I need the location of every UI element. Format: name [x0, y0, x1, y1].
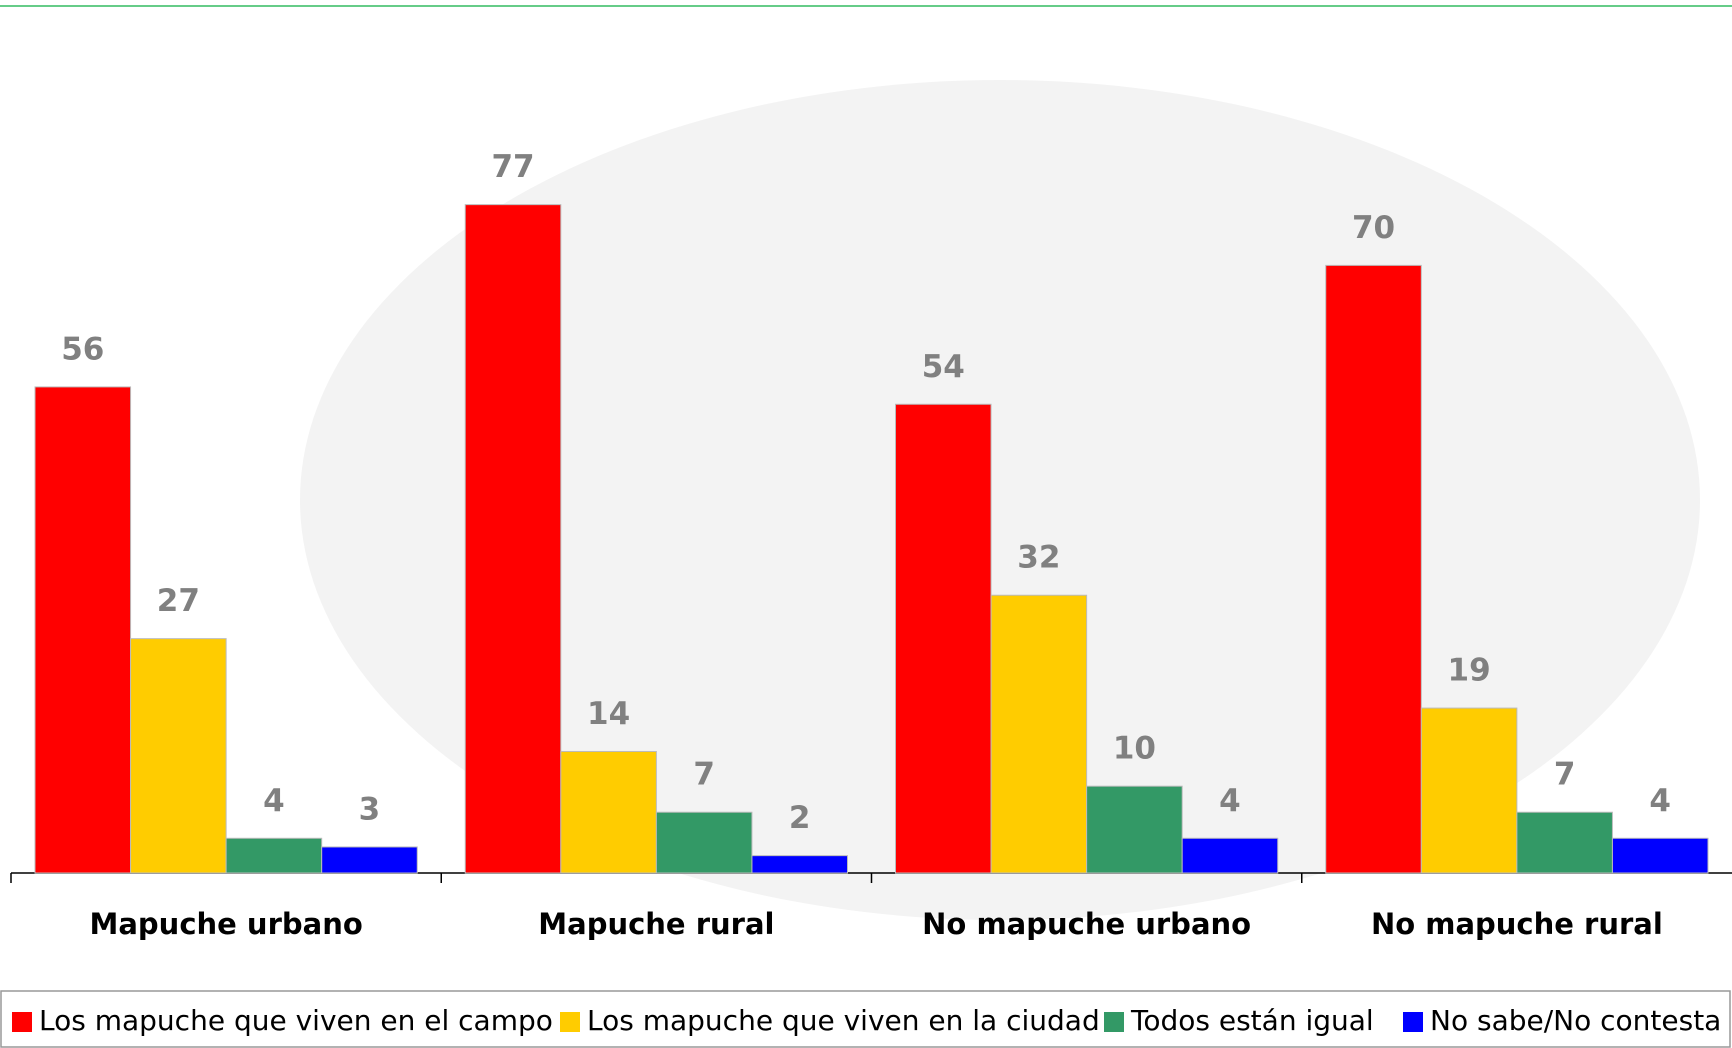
value-label: 3 — [359, 791, 381, 827]
bar — [226, 838, 322, 873]
value-label: 27 — [157, 583, 200, 619]
bar — [1326, 265, 1422, 873]
value-label: 14 — [587, 696, 630, 732]
bar — [322, 847, 418, 873]
bar — [465, 205, 561, 873]
legend-label: Todos están igual — [1130, 1004, 1374, 1037]
bar — [131, 639, 227, 873]
bar — [752, 856, 848, 873]
value-label: 4 — [263, 783, 285, 819]
bar — [1421, 708, 1517, 873]
x-tick-label: No mapuche rural — [1371, 907, 1663, 941]
bar — [1087, 786, 1183, 873]
value-label: 4 — [1219, 783, 1241, 819]
legend-swatch — [12, 1012, 32, 1032]
bar — [561, 751, 657, 873]
value-label: 7 — [693, 757, 715, 793]
x-tick-label: Mapuche urbano — [89, 907, 362, 941]
legend-swatch — [1104, 1012, 1124, 1032]
value-label: 32 — [1017, 540, 1060, 576]
legend-swatch — [1403, 1012, 1423, 1032]
value-label: 10 — [1113, 731, 1156, 767]
bar — [1612, 838, 1708, 873]
value-label: 77 — [491, 149, 534, 185]
value-label: 2 — [789, 800, 811, 836]
x-tick-label: No mapuche urbano — [922, 907, 1251, 941]
value-label: 70 — [1352, 210, 1395, 246]
legend-label: Los mapuche que viven en la ciudad — [587, 1004, 1100, 1037]
legend-label: No sabe/No contesta — [1430, 1004, 1721, 1037]
value-label: 19 — [1448, 653, 1491, 689]
value-label: 7 — [1554, 757, 1576, 793]
legend-label: Los mapuche que viven en el campo — [39, 1004, 553, 1037]
legend-swatch — [560, 1012, 580, 1032]
value-label: 4 — [1649, 783, 1671, 819]
value-label: 54 — [922, 349, 965, 385]
value-label: 56 — [61, 331, 104, 367]
chart: Mapuche urbano Mapuche rural No mapuche ur… — [0, 0, 1732, 1048]
bar — [656, 812, 752, 873]
x-tick-label: Mapuche rural — [538, 907, 774, 941]
bar — [896, 404, 992, 873]
bar — [1517, 812, 1613, 873]
bar — [991, 595, 1087, 873]
bar — [35, 387, 131, 873]
bar — [1182, 838, 1278, 873]
